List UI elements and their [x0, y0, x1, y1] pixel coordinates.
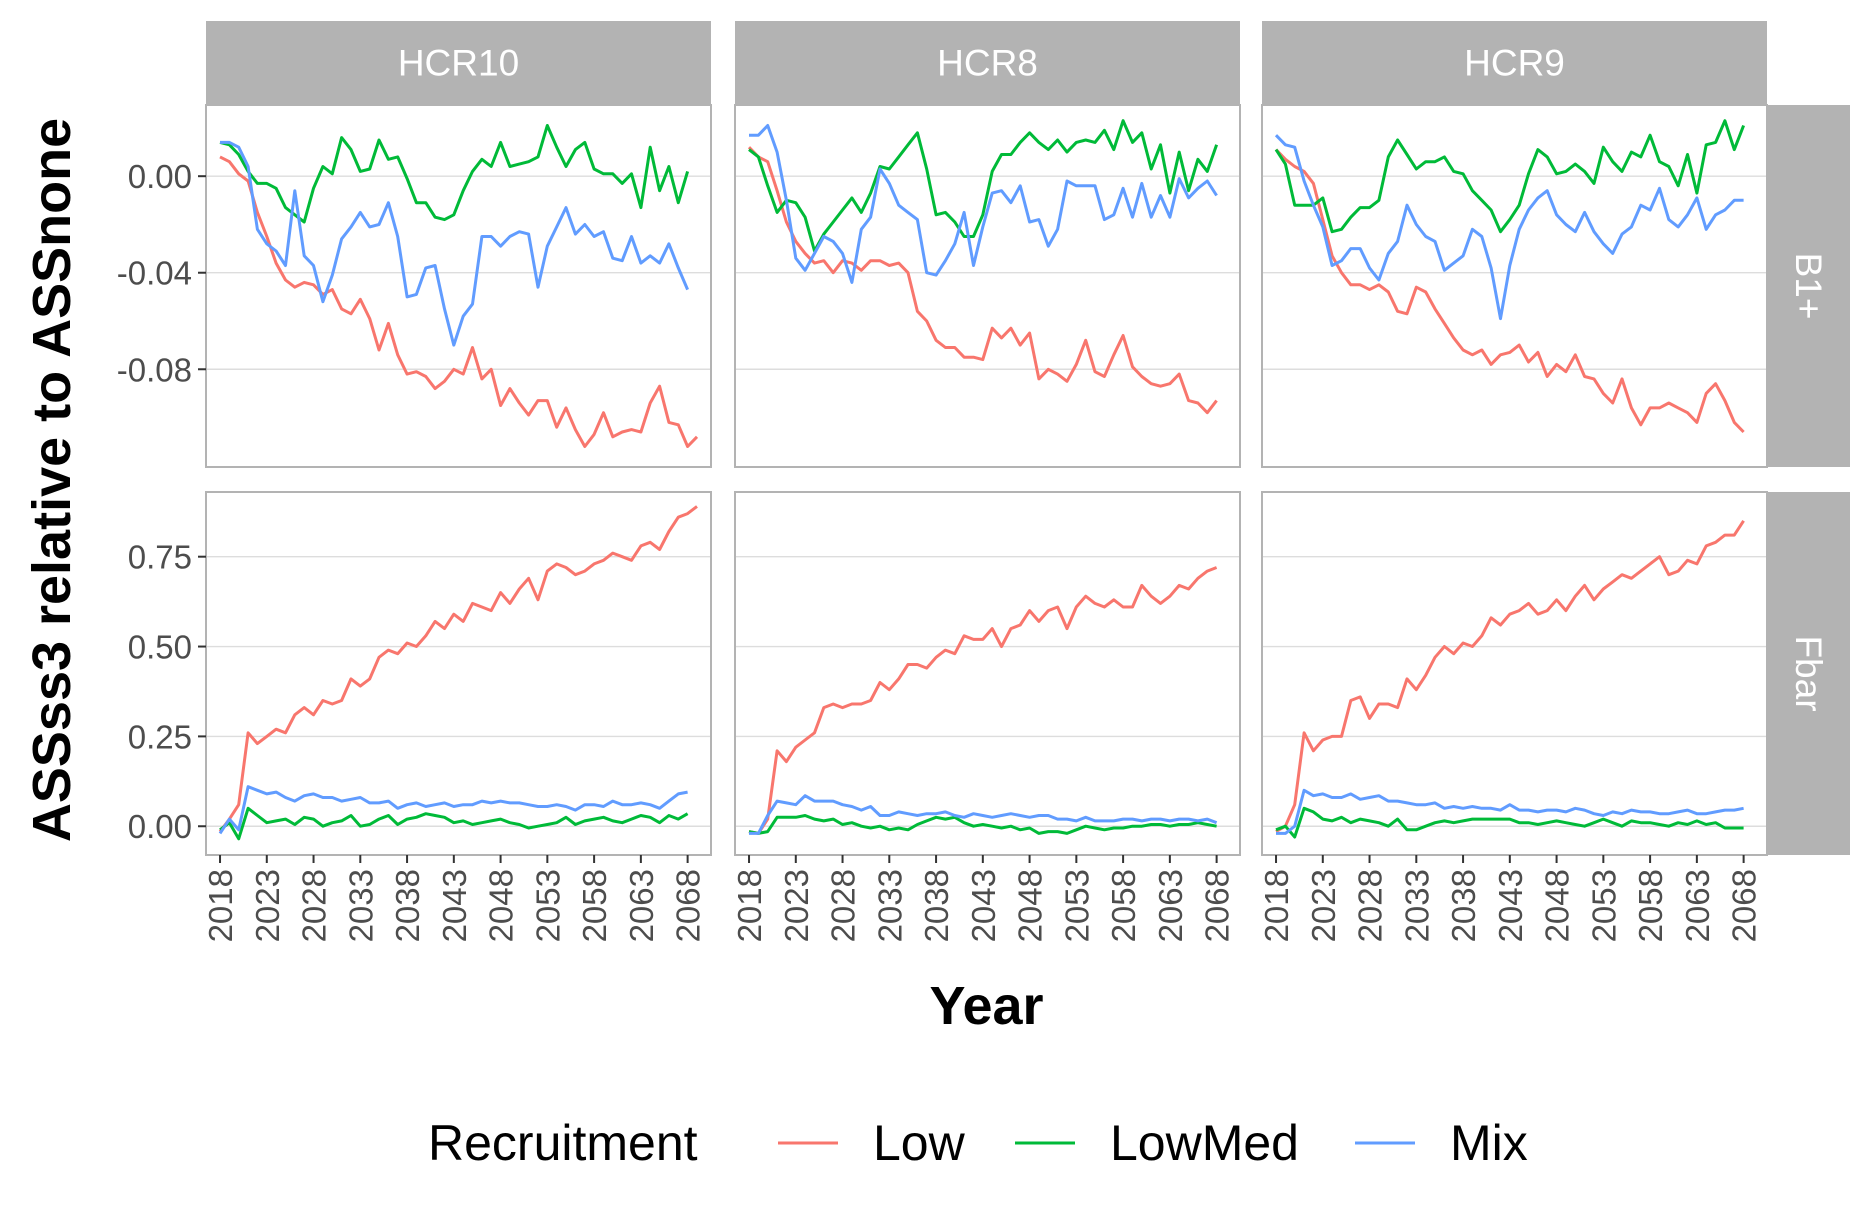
panel-hcr8-fbar — [735, 492, 1240, 855]
series-line-hcr10-b1-low — [219, 155, 699, 448]
series-line-hcr10-fbar-low — [218, 505, 698, 833]
y-axis-title: ASSss3 relative to ASSnone — [22, 118, 82, 842]
column-strip-hcr9 — [1262, 21, 1767, 104]
series-line-hcr9-fbar-lowmed — [1275, 806, 1744, 839]
series-line-hcr9-b1-low — [1274, 148, 1745, 434]
x-tick-label: 2058 — [1105, 869, 1142, 942]
x-tick-label: 2018 — [731, 869, 768, 942]
panel-hcr9-b1 — [1262, 105, 1767, 467]
x-tick-label: 2023 — [249, 869, 286, 942]
series-line-hcr8-fbar-mix — [749, 794, 1218, 835]
x-tick-label: 2068 — [1199, 869, 1236, 942]
series-line-hcr9-b1-lowmed — [1274, 119, 1745, 234]
panel-border — [1261, 104, 1768, 468]
series-line-hcr9-fbar-mix — [1276, 788, 1744, 835]
legend-label-low: Low — [873, 1115, 966, 1171]
series-line-hcr8-b1-mix — [749, 124, 1218, 284]
panel-hcr9-fbar — [1262, 492, 1767, 855]
x-tick-label: 2048 — [1539, 869, 1576, 942]
x-tick-label: 2028 — [296, 869, 333, 942]
x-tick-label: 2033 — [342, 869, 379, 942]
panel-border — [1261, 491, 1768, 856]
x-tick-label: 2058 — [576, 869, 613, 942]
series-line-hcr8-b1-lowmed — [748, 119, 1219, 253]
y-tick-label: 0.00 — [128, 808, 192, 845]
panel-border — [734, 491, 1241, 856]
column-strip-label-hcr9: HCR9 — [1464, 43, 1565, 84]
series-line-hcr9-b1-mix — [1274, 134, 1744, 321]
legend-label-lowmed: LowMed — [1110, 1115, 1299, 1171]
x-tick-label: 2063 — [623, 869, 660, 942]
y-tick-label: 0.75 — [128, 539, 192, 576]
x-tick-label: 2048 — [1012, 869, 1049, 942]
panel-hcr10-fbar — [206, 492, 711, 855]
x-tick-label: 2053 — [1585, 869, 1622, 942]
x-tick-label: 2023 — [1305, 869, 1342, 942]
series-line-hcr10-b1-mix — [220, 140, 689, 347]
x-tick-label: 2038 — [918, 869, 955, 942]
x-tick-label: 2063 — [1679, 869, 1716, 942]
column-strip-label-hcr10: HCR10 — [398, 43, 519, 84]
legend-label-mix: Mix — [1450, 1115, 1528, 1171]
row-strip-b1 — [1768, 105, 1850, 467]
series-line-hcr8-b1-low — [747, 146, 1218, 415]
row-strip-fbar — [1768, 492, 1850, 855]
x-axis-title: Year — [929, 976, 1043, 1036]
x-tick-label: 2033 — [871, 869, 908, 942]
panel-hcr8-b1 — [735, 105, 1240, 467]
row-strip-label-fbar: Fbar — [1788, 635, 1829, 711]
series-line-hcr10-fbar-mix — [218, 785, 688, 835]
column-strip-hcr8 — [735, 21, 1240, 104]
x-tick-label: 2043 — [436, 869, 473, 942]
x-tick-label: 2048 — [483, 869, 520, 942]
x-tick-label: 2038 — [389, 869, 426, 942]
panel-border — [205, 104, 712, 468]
row-strip-label-b1: B1+ — [1788, 253, 1829, 320]
legend-title: Recruitment — [428, 1115, 698, 1171]
y-tick-label: -0.08 — [117, 351, 192, 388]
x-tick-label: 2058 — [1632, 869, 1669, 942]
x-tick-label: 2043 — [965, 869, 1002, 942]
y-tick-label: -0.04 — [117, 255, 192, 292]
x-tick-label: 2068 — [670, 869, 707, 942]
x-tick-label: 2068 — [1726, 869, 1763, 942]
x-tick-label: 2028 — [1352, 869, 1389, 942]
x-tick-label: 2018 — [1258, 869, 1295, 942]
x-tick-label: 2053 — [529, 869, 566, 942]
column-strip-label-hcr8: HCR8 — [937, 43, 1038, 84]
y-tick-label: 0.25 — [128, 718, 192, 755]
series-line-hcr10-fbar-lowmed — [219, 806, 689, 841]
panel-border — [205, 491, 712, 856]
x-tick-label: 2028 — [825, 869, 862, 942]
panel-border — [734, 104, 1241, 468]
x-tick-label: 2063 — [1152, 869, 1189, 942]
series-line-hcr8-fbar-lowmed — [748, 814, 1217, 835]
x-tick-label: 2018 — [202, 869, 239, 942]
column-strip-hcr10 — [206, 21, 711, 104]
panel-hcr10-b1 — [206, 105, 711, 467]
x-tick-label: 2033 — [1398, 869, 1435, 942]
x-tick-label: 2043 — [1492, 869, 1529, 942]
series-line-hcr8-fbar-low — [748, 566, 1218, 835]
x-tick-label: 2038 — [1445, 869, 1482, 942]
x-tick-label: 2023 — [778, 869, 815, 942]
x-tick-label: 2053 — [1058, 869, 1095, 942]
series-line-hcr9-fbar-low — [1275, 519, 1745, 833]
y-tick-label: 0.50 — [128, 629, 192, 666]
y-tick-label: 0.00 — [128, 158, 192, 195]
